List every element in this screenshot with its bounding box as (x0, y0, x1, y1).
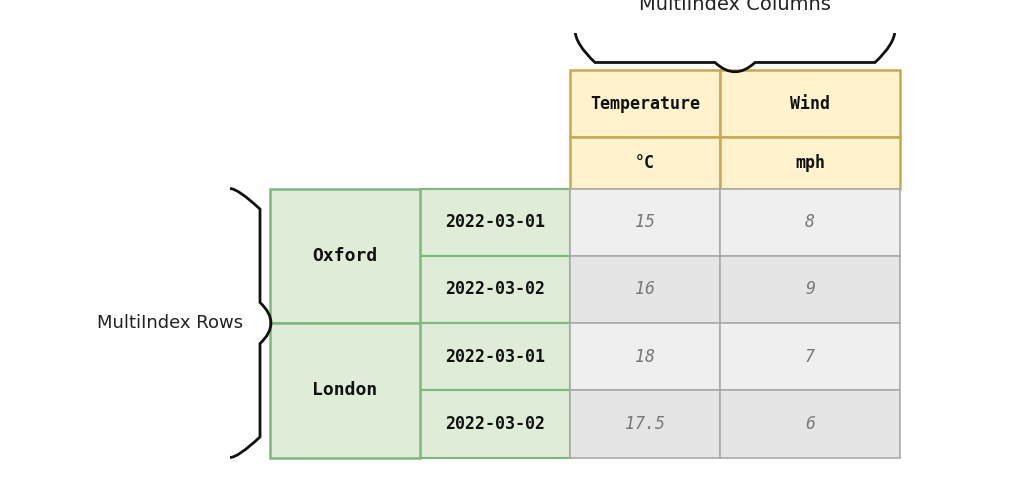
Bar (570, 390, 720, 458)
Bar (720, 390, 900, 458)
Text: 2022-03-02: 2022-03-02 (445, 281, 545, 298)
Text: 16: 16 (635, 281, 655, 298)
Bar (720, 188, 900, 256)
Bar (270, 188, 420, 323)
Bar (720, 70, 900, 137)
Text: 2022-03-01: 2022-03-01 (445, 213, 545, 231)
Text: 6: 6 (805, 415, 815, 433)
Text: °C: °C (635, 154, 655, 172)
Bar (570, 137, 720, 188)
Bar (570, 323, 720, 390)
Bar (720, 137, 900, 188)
Text: 15: 15 (635, 213, 655, 231)
Bar (420, 390, 570, 458)
Text: 2022-03-02: 2022-03-02 (445, 415, 545, 433)
Text: 2022-03-01: 2022-03-01 (445, 348, 545, 366)
Text: 7: 7 (805, 348, 815, 366)
Bar (420, 323, 570, 390)
Text: 18: 18 (635, 348, 655, 366)
Bar (570, 188, 720, 256)
Bar (570, 256, 720, 323)
Text: Wind: Wind (790, 95, 830, 112)
Text: 8: 8 (805, 213, 815, 231)
Text: mph: mph (795, 154, 825, 172)
Text: 17.5: 17.5 (625, 415, 665, 433)
Bar (270, 323, 420, 458)
Bar (720, 256, 900, 323)
Text: Oxford: Oxford (312, 247, 378, 265)
Bar (420, 188, 570, 256)
Bar (570, 70, 720, 137)
Text: 9: 9 (805, 281, 815, 298)
Text: London: London (312, 381, 378, 399)
Text: MultiIndex Rows: MultiIndex Rows (97, 314, 243, 332)
Bar (420, 256, 570, 323)
Text: MultiIndex Columns: MultiIndex Columns (639, 0, 830, 14)
Text: Temperature: Temperature (590, 95, 700, 112)
Bar (720, 323, 900, 390)
